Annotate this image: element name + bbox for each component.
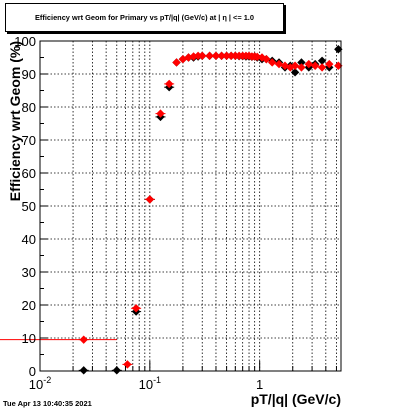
y-axis-label: Efficiency wrt Geom (%) [7,41,23,201]
data-point [290,61,300,70]
data-point [310,61,320,70]
y-tick-label: 60 [22,166,36,181]
data-point [253,52,262,62]
series-black [78,45,343,375]
x-tick-label: 10-2 [29,375,51,392]
data-point [211,51,221,61]
data-point [123,360,132,369]
data-point [325,59,334,69]
y-tick-label: 10 [22,331,36,346]
y-tick-label: 40 [22,232,36,247]
chart-title: Efficiency wrt Geom for Primary vs pT/|q… [5,3,284,32]
data-point [164,79,174,89]
data-point [317,63,327,72]
series-red [0,51,343,369]
data-point [317,56,327,65]
y-tick-label: 30 [22,265,36,280]
tick-layer [39,40,337,372]
data-point [156,109,165,118]
data-point [334,61,343,70]
data-point [334,45,343,54]
grid-layer [40,41,341,371]
data-point [198,51,207,61]
data-point [178,54,188,64]
x-tick-label: 10-1 [139,375,161,392]
x-tick-label: 1 [256,377,263,392]
y-tick-label: 70 [22,133,36,148]
data-point [205,51,214,61]
data-point [274,59,284,69]
data-point [262,54,271,64]
data-point [131,304,141,313]
x-axis-label: pT/|q| (GeV/c) [251,391,341,407]
data-point [79,335,88,344]
y-tick-label: 50 [22,199,36,214]
data-point [172,58,181,67]
y-tick-label: 90 [22,67,36,82]
data-point [145,195,155,204]
data-point [217,51,226,61]
data-point [304,59,313,69]
data-point [297,58,306,67]
data-point [79,366,88,375]
y-tick-label: 100 [14,34,36,49]
y-tick-label: 20 [22,298,36,313]
y-tick-label: 80 [22,100,36,115]
tick-label-layer: 0 10 20 30 40 50 60 70 80 90 100 10-2 10-1 1 [14,34,263,392]
data-point [290,68,300,77]
data-point [267,58,277,67]
data-point [297,63,306,72]
data-point [222,51,231,61]
timestamp: Tue Apr 13 10:40:35 2021 [3,399,92,408]
series-layer [0,45,343,375]
y-tick-label: 0 [29,364,36,379]
